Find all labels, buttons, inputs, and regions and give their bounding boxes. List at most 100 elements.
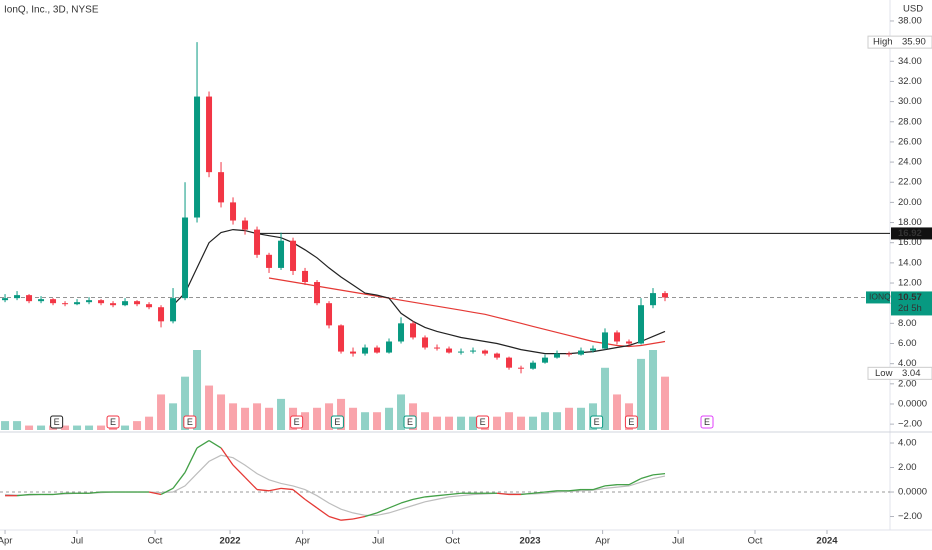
volume-bar xyxy=(565,407,574,430)
macd-segment xyxy=(304,498,318,509)
macd-segment xyxy=(220,447,234,466)
candle-body xyxy=(206,96,213,173)
candle-body xyxy=(98,300,105,304)
x-tick-label: Oct xyxy=(445,536,460,547)
earnings-box xyxy=(106,415,120,429)
macd-segment xyxy=(172,472,186,489)
candle-body xyxy=(506,357,513,368)
candle-body xyxy=(290,240,297,271)
volume-bar xyxy=(37,425,46,430)
volume-bar xyxy=(601,367,610,430)
macd-segment xyxy=(328,515,342,521)
macd-segment xyxy=(16,493,30,497)
volume-bar xyxy=(97,425,106,430)
macd-segment xyxy=(280,487,294,491)
y-tick-label: 30.00 xyxy=(898,96,922,107)
y-tick-label: 16.00 xyxy=(898,237,922,248)
candle-body xyxy=(662,293,669,298)
macd-segment xyxy=(496,492,510,496)
y-tick-label: 38.00 xyxy=(898,15,922,26)
macd-segment xyxy=(208,440,222,449)
macd-segment xyxy=(292,489,306,500)
candle-body xyxy=(374,347,381,353)
x-tick-label: Oct xyxy=(748,536,763,547)
macd-segment xyxy=(412,496,426,501)
macd-segment xyxy=(520,492,534,496)
candle-body xyxy=(566,353,573,355)
earnings-label: E xyxy=(704,417,710,427)
low-box xyxy=(867,366,932,380)
currency: USD xyxy=(903,4,923,15)
macd-segment xyxy=(148,491,162,496)
volume-bar xyxy=(73,425,82,430)
macd-segment xyxy=(544,490,558,493)
macd-segment xyxy=(52,492,66,496)
macd-segment xyxy=(628,477,642,486)
candle-body xyxy=(614,332,621,342)
volume-bar xyxy=(25,425,34,430)
macd-segment xyxy=(88,491,102,494)
x-tick-label: Apr xyxy=(0,536,12,547)
y-tick-label: 0.0000 xyxy=(898,398,927,409)
volume-bar xyxy=(157,394,166,430)
candle-body xyxy=(494,353,501,358)
y-tick-label: 2.00 xyxy=(898,378,917,389)
volume-bar xyxy=(349,407,358,430)
earnings-box xyxy=(290,415,304,429)
earnings-box xyxy=(476,415,490,429)
y-tick-label: 14.00 xyxy=(898,257,922,268)
candle-body xyxy=(362,347,369,354)
macd-segment xyxy=(268,487,282,492)
volume-bar xyxy=(433,416,442,430)
macd-segment xyxy=(436,493,450,497)
macd-segment xyxy=(424,495,438,498)
candle-body xyxy=(182,217,189,299)
candle-body xyxy=(554,353,561,358)
macd-segment xyxy=(184,447,198,473)
x-tick-label: 2022 xyxy=(219,536,240,547)
macd-segment xyxy=(448,492,462,496)
volume-bar xyxy=(301,412,310,430)
volume-bar xyxy=(241,407,250,430)
x-tick-label: Jul xyxy=(71,536,83,547)
candle-body xyxy=(422,337,429,348)
macd-segment xyxy=(316,507,330,518)
macd-y-tick-label: −2.00 xyxy=(898,511,922,522)
high-box xyxy=(867,35,932,49)
earnings-label: E xyxy=(187,417,193,427)
candle-body xyxy=(122,301,129,306)
volume-bar xyxy=(385,407,394,430)
y-tick-label: 24.00 xyxy=(898,157,922,168)
y-tick-label: 26.00 xyxy=(898,136,922,147)
resistance-label-box xyxy=(891,227,932,240)
candle-body xyxy=(302,270,309,283)
macd-segment xyxy=(160,487,174,496)
candle-body xyxy=(266,254,273,268)
chart-title: IonQ, Inc., 3D, NYSE xyxy=(4,5,99,16)
macd-segment xyxy=(568,488,582,492)
countdown: 2d 5h xyxy=(898,303,922,314)
candle-body xyxy=(638,305,645,344)
candle-body xyxy=(110,303,117,306)
earnings-box xyxy=(590,415,604,429)
candle-body xyxy=(410,323,417,338)
candle-body xyxy=(518,367,525,369)
volume-bar xyxy=(577,407,586,430)
volume-bar xyxy=(637,358,646,430)
macd-y-tick-label: 2.00 xyxy=(898,462,917,473)
candle-body xyxy=(146,304,153,308)
volume-bar xyxy=(421,412,430,430)
volume-bar xyxy=(361,412,370,430)
macd-segment xyxy=(532,491,546,494)
macd-segment xyxy=(376,507,390,514)
earnings-label: E xyxy=(294,417,300,427)
macd-segment xyxy=(652,473,666,476)
ma-200-line xyxy=(268,277,666,348)
macd-segment xyxy=(640,474,654,480)
candle-body xyxy=(542,357,549,363)
volume-bar xyxy=(493,416,502,430)
x-tick-label: Jul xyxy=(372,536,384,547)
volume-bar xyxy=(13,421,22,430)
